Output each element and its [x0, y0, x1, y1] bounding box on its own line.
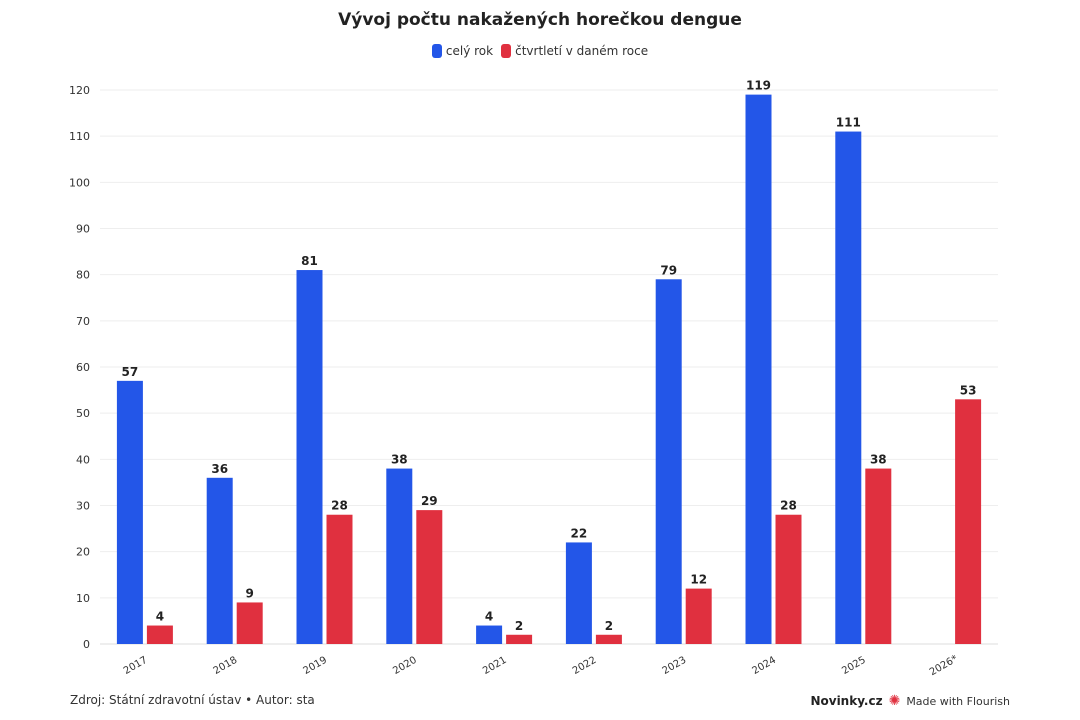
data-label: 38 — [870, 453, 887, 467]
brand-logo[interactable]: Novinky.cz — [810, 694, 883, 708]
data-label: 79 — [660, 263, 677, 277]
data-label: 12 — [690, 573, 707, 587]
y-tick-label: 0 — [83, 638, 90, 651]
bar — [835, 131, 862, 645]
data-label: 28 — [331, 499, 348, 513]
bar — [775, 514, 802, 644]
bar — [146, 625, 173, 644]
y-tick-label: 110 — [69, 130, 90, 143]
x-tick-label: 2021 — [481, 655, 509, 677]
legend: celý rok čtvrtletí v daném roce — [0, 44, 1080, 58]
y-tick-label: 20 — [76, 546, 90, 559]
bar — [565, 542, 592, 644]
y-tick-label: 10 — [76, 592, 90, 605]
y-tick-label: 60 — [76, 361, 90, 374]
bar — [296, 270, 323, 644]
legend-item-quarter[interactable]: čtvrtletí v daném roce — [501, 44, 648, 58]
legend-item-full-year[interactable]: celý rok — [431, 44, 494, 58]
bar — [236, 602, 263, 644]
data-label: 4 — [485, 610, 493, 624]
y-tick-label: 30 — [76, 500, 90, 513]
data-label: 57 — [122, 365, 139, 379]
x-tick-label: 2024 — [750, 655, 778, 677]
legend-label: čtvrtletí v daném roce — [515, 44, 649, 58]
legend-swatch — [431, 44, 442, 58]
bar — [865, 468, 892, 644]
footer-credits: Novinky.cz ✺ Made with Flourish — [810, 693, 1010, 709]
source-note: Zdroj: Státní zdravotní ústav • Autor: s… — [70, 693, 315, 707]
bar — [955, 399, 982, 644]
data-label: 111 — [836, 116, 861, 130]
legend-label: celý rok — [445, 44, 494, 58]
data-label: 53 — [960, 383, 977, 397]
bar — [745, 94, 772, 644]
bar — [476, 625, 503, 644]
bar — [506, 634, 533, 644]
data-label: 119 — [746, 79, 771, 93]
data-label: 28 — [780, 499, 797, 513]
bar — [386, 468, 413, 644]
bar — [655, 279, 682, 644]
x-tick-label: 2019 — [301, 655, 329, 677]
bar — [206, 477, 233, 644]
data-label: 81 — [301, 254, 318, 268]
data-label: 9 — [246, 586, 254, 600]
y-tick-label: 70 — [76, 315, 90, 328]
bar — [416, 510, 443, 644]
y-tick-label: 120 — [69, 84, 90, 97]
y-tick-label: 80 — [76, 269, 90, 282]
bar — [326, 514, 353, 644]
x-tick-label: 2020 — [391, 655, 419, 677]
bar — [595, 634, 622, 644]
y-tick-label: 40 — [76, 453, 90, 466]
data-label: 2 — [515, 619, 523, 633]
data-label: 29 — [421, 494, 438, 508]
y-tick-label: 50 — [76, 407, 90, 420]
made-with-flourish-link[interactable]: Made with Flourish — [906, 694, 1010, 708]
data-label: 2 — [605, 619, 613, 633]
x-tick-label: 2023 — [661, 655, 689, 677]
bar — [685, 588, 712, 644]
x-tick-label: 2026* — [928, 653, 960, 678]
data-label: 38 — [391, 453, 408, 467]
y-tick-label: 100 — [69, 176, 90, 189]
flourish-icon: ✺ — [888, 693, 901, 709]
chart-title: Vývoj počtu nakažených horečkou dengue — [338, 10, 742, 30]
bar — [116, 380, 143, 644]
x-tick-label: 2025 — [840, 655, 868, 677]
x-tick-label: 2017 — [122, 655, 150, 677]
data-label: 36 — [211, 462, 228, 476]
x-tick-label: 2018 — [212, 655, 240, 677]
data-label: 22 — [571, 526, 588, 540]
y-tick-label: 90 — [76, 223, 90, 236]
x-tick-label: 2022 — [571, 655, 599, 677]
legend-swatch — [501, 44, 512, 58]
data-label: 4 — [156, 610, 164, 624]
